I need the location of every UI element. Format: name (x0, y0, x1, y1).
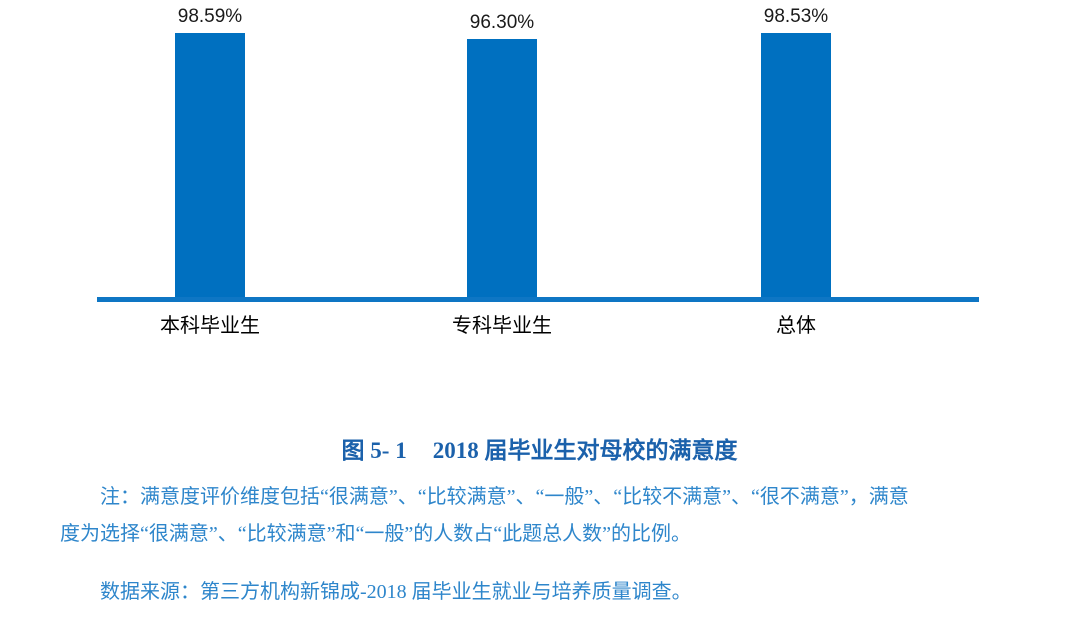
bar-chart: 98.59% 本科毕业生 96.30% 专科毕业生 98.53% 总体 (97, 6, 979, 337)
category-label: 总体 (776, 315, 816, 337)
figure-caption: 图 5- 1 2018 届毕业生对母校的满意度 (0, 436, 1079, 466)
figure-note-line2: 度为选择“很满意”、“比较满意”和“一般”的人数占“此题总人数”的比例。 (60, 523, 692, 545)
x-axis-line (97, 297, 979, 302)
bar (467, 39, 537, 297)
figure-note-line1: 注：满意度评价维度包括“很满意”、“比较满意”、“一般”、“比较不满意”、“很不… (100, 486, 909, 508)
category-label: 本科毕业生 (160, 315, 260, 337)
figure-caption-number: 图 5- 1 (341, 438, 407, 463)
bar-value-label: 98.53% (763, 6, 829, 27)
bar-value-label: 96.30% (469, 12, 535, 33)
figure-note: 注：满意度评价维度包括“很满意”、“比较满意”、“一般”、“比较不满意”、“很不… (60, 479, 1022, 553)
figure-caption-title: 2018 届毕业生对母校的满意度 (432, 438, 738, 463)
data-source-line: 数据来源：第三方机构新锦成-2018 届毕业生就业与培养质量调查。 (100, 581, 692, 603)
bar-value-label: 98.59% (177, 6, 243, 27)
bar (175, 33, 245, 297)
category-label: 专科毕业生 (452, 315, 552, 337)
bar (761, 33, 831, 297)
